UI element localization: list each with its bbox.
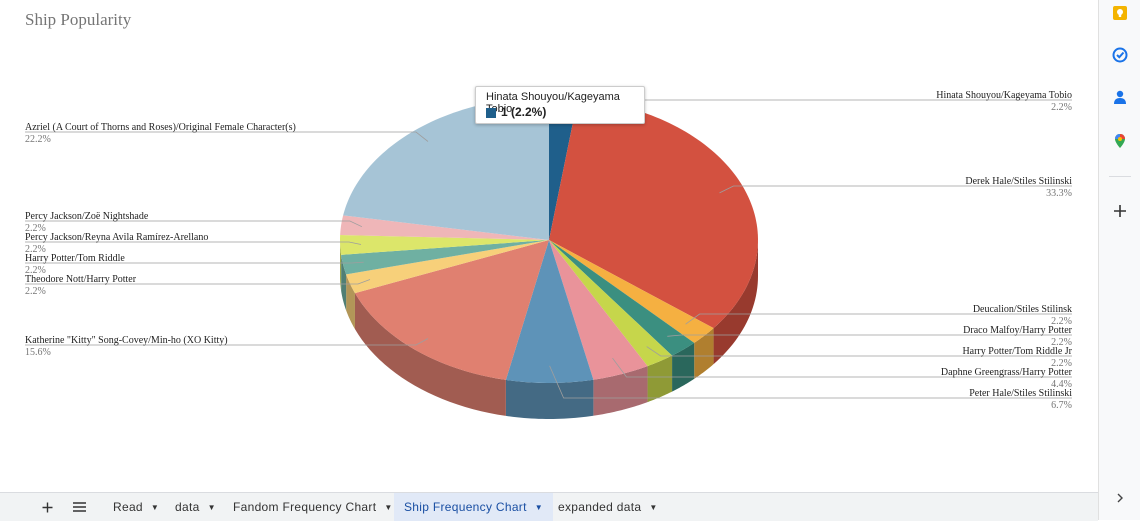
leader-line <box>25 261 364 264</box>
tab-read[interactable]: Read ▼ <box>103 493 169 521</box>
all-sheets-button[interactable] <box>67 493 91 521</box>
pie-slice-daphne-greengrass-harry-potter[interactable] <box>549 240 648 380</box>
leader-line <box>646 346 1072 357</box>
pie-slice-derek-hale-stiles-stilinski[interactable] <box>549 98 758 329</box>
leader-line <box>549 365 1072 399</box>
pie-slice-percy-jackson-reyna-avila-ram-rez-arellano[interactable] <box>340 235 549 255</box>
slice-percent: 2.2% <box>25 223 46 234</box>
leader-line <box>25 241 362 245</box>
expand-icon[interactable] <box>1111 489 1129 507</box>
tab-fandom-frequency-chart[interactable]: Fandom Frequency Chart ▼ <box>223 493 403 521</box>
tab-expanded-data[interactable]: expanded data ▼ <box>548 493 668 521</box>
slice-percent: 2.2% <box>1051 102 1072 113</box>
tab-data[interactable]: data ▼ <box>165 493 226 521</box>
plus-icon <box>42 502 52 512</box>
pie-side-katherine-kitty-song-covey-min-ho-xo-kitty <box>354 293 506 416</box>
slice-percent: 2.2% <box>1051 337 1072 348</box>
chart-area: Ship Popularity Hinata Shouyou/Kageyama … <box>25 10 1073 419</box>
slice-percent: 2.2% <box>25 244 46 255</box>
slice-label: Percy Jackson/Zoë Nightshade <box>25 211 149 222</box>
slice-percent: 2.2% <box>25 286 46 297</box>
leader-line <box>25 279 371 285</box>
tab-label: expanded data <box>558 500 642 514</box>
slice-label: Azriel (A Court of Thorns and Roses)/Ori… <box>25 122 296 133</box>
tooltip-value: 1 (2.2%) <box>501 105 547 119</box>
leader-line <box>719 185 1072 194</box>
leader-line <box>25 338 429 346</box>
caret-down-icon[interactable]: ▼ <box>150 502 160 512</box>
tasks-icon[interactable] <box>1111 46 1129 64</box>
pie-slice-hinata-shouyou-kageyama-tobio[interactable] <box>549 97 578 240</box>
pie-slice-azriel-a-court-of-thorns-and-roses-original-female-character-s[interactable] <box>343 97 549 240</box>
leader-line <box>612 357 1072 378</box>
caret-down-icon[interactable]: ▼ <box>534 502 543 512</box>
pie-slice-draco-malfoy-harry-potter[interactable] <box>549 240 695 356</box>
pie-side-draco-malfoy-harry-potter <box>672 342 695 392</box>
keep-icon[interactable] <box>1111 4 1129 22</box>
leader-line <box>25 131 429 142</box>
tab-ship-frequency-chart[interactable]: Ship Frequency Chart ▼ <box>394 493 553 521</box>
pie-side-daphne-greengrass-harry-potter <box>593 366 648 416</box>
add-sheet-button[interactable] <box>36 493 58 521</box>
pie-slice-harry-potter-tom-riddle-jr[interactable] <box>549 240 673 367</box>
slice-label: Harry Potter/Tom Riddle Jr <box>962 346 1072 357</box>
caret-down-icon[interactable]: ▼ <box>649 502 658 512</box>
pie-side-harry-potter-tom-riddle-jr <box>647 355 673 403</box>
slice-label: Harry Potter/Tom Riddle <box>25 253 125 264</box>
menu-icon <box>72 502 86 512</box>
chart-tooltip: Hinata Shouyou/Kageyama Tobio 1 (2.2%) <box>475 86 645 124</box>
pie-slice-deucalion-stiles-stilinsk[interactable] <box>549 240 714 343</box>
tab-label: Fandom Frequency Chart <box>233 500 377 514</box>
pie-slice-percy-jackson-zo-nightshade[interactable] <box>340 215 549 240</box>
tab-label: data <box>175 500 200 514</box>
pie-slice-harry-potter-tom-riddle[interactable] <box>341 240 549 275</box>
chart-title: Ship Popularity <box>25 10 132 29</box>
leader-line <box>25 220 363 228</box>
slice-percent: 33.3% <box>1046 188 1072 199</box>
slice-label: Katherine "Kitty" Song-Covey/Min-ho (XO … <box>25 335 228 346</box>
slice-label: Percy Jackson/Reyna Avila Ramírez-Arella… <box>25 232 208 243</box>
slice-percent: 2.2% <box>25 265 46 276</box>
leader-line <box>667 334 1072 337</box>
add-icon[interactable] <box>1111 202 1129 220</box>
slice-label: Hinata Shouyou/Kageyama Tobio <box>936 90 1072 101</box>
pie-side-harry-potter-tom-riddle <box>341 254 347 311</box>
pie-slice-peter-hale-stiles-stilinski[interactable] <box>505 240 594 383</box>
slice-percent: 15.6% <box>25 347 51 358</box>
slice-label: Daphne Greengrass/Harry Potter <box>941 367 1073 378</box>
pie-side-derek-hale-stiles-stilinski <box>713 240 758 365</box>
caret-down-icon[interactable]: ▼ <box>384 502 393 512</box>
side-panel <box>1098 0 1140 520</box>
slice-percent: 2.2% <box>1051 358 1072 369</box>
pie-side-peter-hale-stiles-stilinski <box>505 379 594 419</box>
pie-side-theodore-nott-harry-potter <box>346 274 355 330</box>
slice-label: Derek Hale/Stiles Stilinski <box>965 176 1072 187</box>
tooltip-swatch <box>486 108 496 118</box>
slice-label: Deucalion/Stiles Stilinsk <box>973 304 1072 315</box>
pie-side-deucalion-stiles-stilinsk <box>694 328 714 379</box>
slice-label: Theodore Nott/Harry Potter <box>25 274 137 285</box>
tab-label: Read <box>113 500 143 514</box>
slice-label: Draco Malfoy/Harry Potter <box>963 325 1073 336</box>
slice-percent: 4.4% <box>1051 379 1072 390</box>
tab-label: Ship Frequency Chart <box>404 500 527 514</box>
contacts-icon[interactable] <box>1111 88 1129 106</box>
slice-percent: 6.7% <box>1051 400 1072 411</box>
pie-slice-theodore-nott-harry-potter[interactable] <box>346 240 549 294</box>
pie-slice-katherine-kitty-song-covey-min-ho-xo-kitty[interactable] <box>354 240 549 380</box>
maps-icon[interactable] <box>1111 132 1129 150</box>
slice-percent: 22.2% <box>25 134 51 145</box>
side-divider <box>1109 176 1131 177</box>
sheet-tab-bar: Read ▼ data ▼ Fandom Frequency Chart ▼ Ship… <box>0 492 1098 521</box>
leader-line <box>685 313 1072 325</box>
slice-percent: 2.2% <box>1051 316 1072 327</box>
caret-down-icon[interactable]: ▼ <box>207 502 216 512</box>
slice-label: Peter Hale/Stiles Stilinski <box>969 388 1072 399</box>
pie-side-percy-jackson-reyna-avila-ram-rez-arellano <box>340 240 342 291</box>
